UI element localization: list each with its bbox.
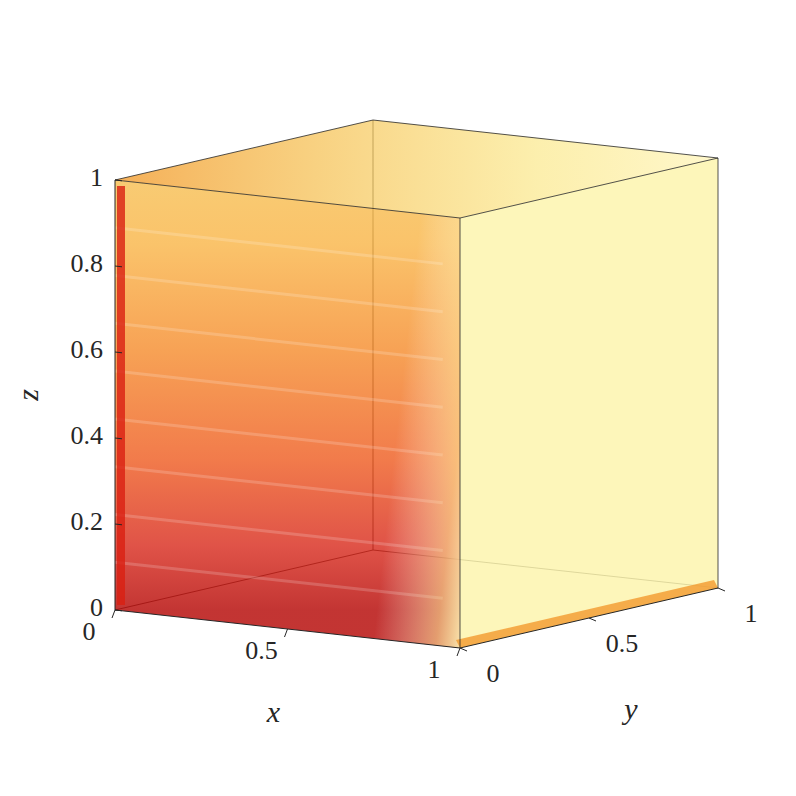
tick-mark bbox=[115, 266, 122, 268]
tick-mark bbox=[112, 610, 115, 618]
chart: 00.20.40.60.8100.5100.51xyz bbox=[0, 0, 796, 796]
tick-mark bbox=[460, 648, 467, 651]
tick-label: 1 bbox=[745, 599, 758, 628]
tick-mark bbox=[115, 180, 122, 182]
axis-title: z bbox=[11, 389, 44, 402]
front-surface bbox=[115, 180, 460, 648]
axis-line bbox=[115, 610, 460, 648]
chart-container: 00.20.40.60.8100.5100.51xyz bbox=[0, 0, 796, 796]
axis-line bbox=[115, 180, 116, 610]
tick-label: 0.6 bbox=[71, 335, 104, 364]
tick-label: 0.4 bbox=[71, 421, 104, 450]
edge-strip bbox=[117, 186, 125, 605]
tick-mark bbox=[115, 524, 122, 526]
axis-title: y bbox=[621, 692, 638, 725]
tick-label: 0 bbox=[487, 659, 500, 688]
tick-label: 0.8 bbox=[71, 249, 104, 278]
tick-label: 0.5 bbox=[245, 636, 278, 665]
tick-mark bbox=[115, 610, 122, 612]
axis-title: x bbox=[266, 695, 281, 728]
axes: 00.20.40.60.8100.5100.51xyz bbox=[11, 163, 758, 728]
tick-mark bbox=[115, 352, 122, 354]
axis-line bbox=[460, 588, 718, 648]
right-surface bbox=[460, 158, 718, 648]
edge-strip bbox=[456, 580, 718, 648]
box-edge bbox=[460, 158, 718, 218]
box-edge bbox=[718, 158, 719, 588]
tick-label: 0 bbox=[83, 617, 96, 646]
tick-label: 1 bbox=[428, 655, 441, 684]
tick-label: 0.2 bbox=[71, 507, 104, 536]
box-edge bbox=[115, 120, 373, 180]
tick-label: 0.5 bbox=[606, 629, 639, 658]
box-edge bbox=[115, 180, 460, 218]
isosurfaces bbox=[115, 120, 718, 648]
tick-mark bbox=[589, 618, 596, 621]
tick-mark bbox=[115, 438, 122, 440]
front-fade bbox=[115, 180, 460, 648]
tick-mark bbox=[285, 629, 288, 637]
tick-mark bbox=[718, 588, 725, 591]
tick-mark bbox=[457, 648, 460, 656]
box-edge bbox=[373, 120, 718, 158]
tick-label: 1 bbox=[90, 163, 103, 192]
box-edge bbox=[460, 218, 461, 648]
box-front bbox=[115, 120, 718, 648]
